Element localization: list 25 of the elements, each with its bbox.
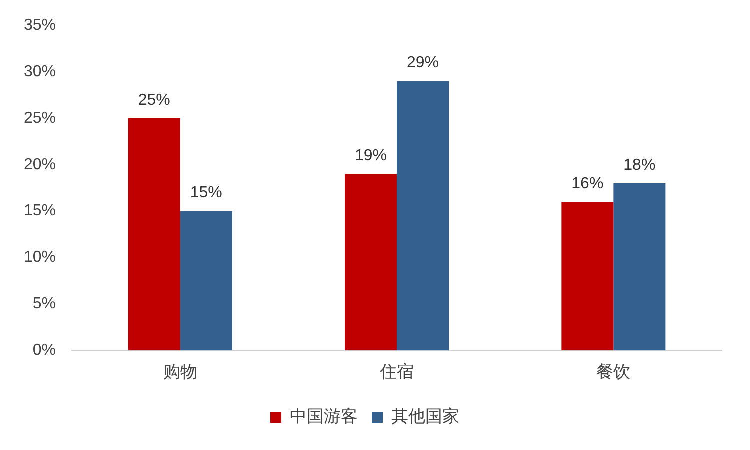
data-label: 25% — [138, 92, 170, 109]
data-label: 18% — [624, 156, 656, 174]
data-label: 16% — [572, 175, 604, 192]
data-label: 19% — [354, 148, 388, 165]
bar — [614, 183, 666, 351]
y-tick-label: 5% — [32, 296, 56, 313]
legend-label: 其他国家 — [392, 407, 460, 426]
y-tick-label: 25% — [24, 110, 56, 127]
y-tick-label: 20% — [24, 156, 56, 174]
bar — [180, 211, 232, 351]
x-tick-label: 住宿 — [379, 362, 414, 382]
x-tick-label: 购物 — [163, 362, 198, 382]
y-tick-label: 35% — [24, 17, 56, 34]
bar — [397, 81, 450, 351]
y-tick-label: 15% — [24, 202, 56, 220]
legend-label: 中国游客 — [290, 407, 358, 426]
y-tick-label: 0% — [32, 342, 56, 360]
y-tick-label: 30% — [24, 63, 56, 80]
bar — [562, 202, 614, 351]
data-label: 15% — [190, 184, 222, 202]
bar — [128, 118, 180, 351]
data-label: 29% — [406, 54, 440, 72]
y-tick-label: 10% — [24, 249, 56, 266]
x-tick-label: 餐饮 — [596, 362, 631, 382]
bar — [345, 174, 398, 351]
